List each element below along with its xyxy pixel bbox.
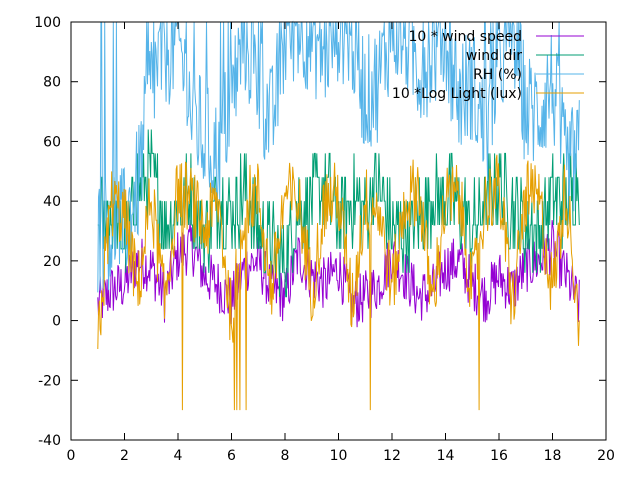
x-tick-label: 12 (383, 448, 401, 464)
x-tick-label: 10 (330, 448, 348, 464)
x-tick-label: 8 (281, 448, 290, 464)
x-tick-label: 2 (120, 448, 129, 464)
legend-label: 10 * wind speed (408, 29, 522, 45)
x-tick-label: 18 (544, 448, 562, 464)
series-line-0 (97, 219, 580, 328)
y-tick-label: 40 (43, 194, 61, 210)
x-tick-label: 6 (227, 448, 236, 464)
legend: 10 * wind speed wind dir RH (%) 10 *Log Lig… (392, 29, 584, 102)
y-tick-label: 0 (52, 314, 61, 330)
y-tick-label: 60 (43, 134, 61, 150)
x-tick-label: 20 (597, 448, 615, 464)
x-tick-label: 4 (174, 448, 183, 464)
y-tick-label: 100 (34, 15, 61, 31)
axis-layer: 0 2 4 6 8 10 12 14 16 18 20 -40 -20 0 20 40 60 80 100 (34, 15, 615, 464)
series-line-3 (97, 154, 580, 411)
x-tick-label: 16 (490, 448, 508, 464)
legend-label: RH (%) (473, 67, 522, 83)
legend-label: wind dir (466, 48, 522, 64)
y-tick-label: 80 (43, 75, 61, 91)
x-tick-label: 14 (437, 448, 455, 464)
y-tick-label: -20 (38, 373, 61, 389)
y-tick-label: 20 (43, 254, 61, 270)
y-tick-label: -40 (38, 433, 61, 449)
legend-label: 10 *Log Light (lux) (392, 86, 522, 102)
x-tick-label: 0 (67, 448, 76, 464)
